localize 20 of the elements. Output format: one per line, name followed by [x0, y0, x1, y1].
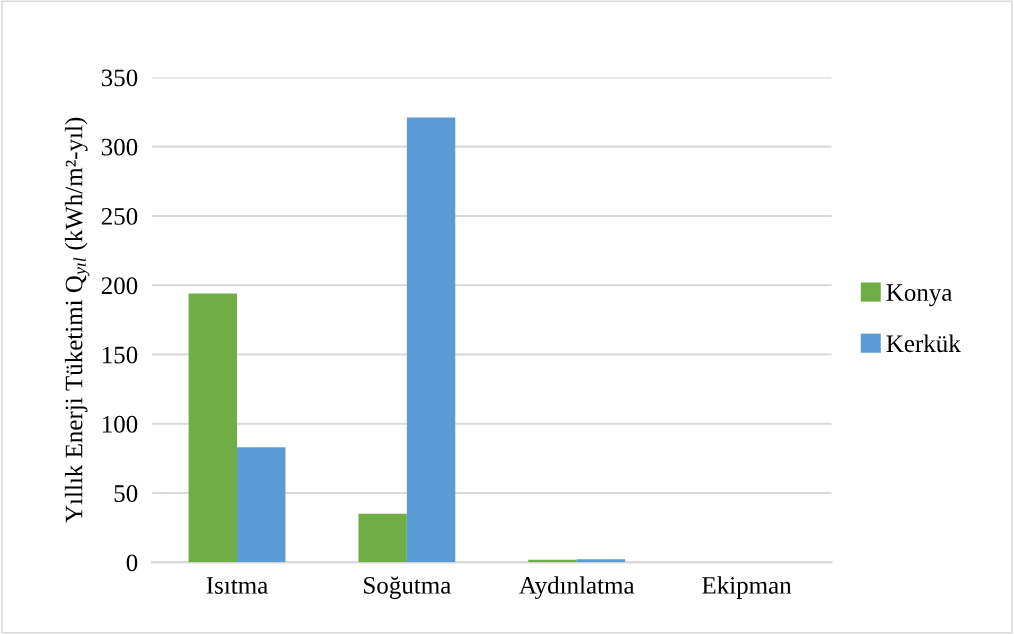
x-tick-label: Soğutma [364, 576, 451, 599]
y-tick-label: 0 [126, 554, 138, 572]
y-tick-label: 150 [102, 346, 138, 364]
y-tick-label: 50 [114, 485, 138, 502]
y-tick-label: 300 [101, 138, 138, 156]
y-axis-title: Yıllık Enerji Tüketimi Q$_{yıl}$ (kWh/m²-yıl) [64, 117, 90, 523]
legend-label: Konya [886, 284, 953, 307]
x-tick-label: Aydınlatma [519, 576, 635, 599]
bar [237, 447, 286, 563]
y-tick-label: 250 [101, 207, 138, 225]
y-tick-label: 100 [102, 415, 138, 433]
y-tick-label: 350 [101, 69, 138, 87]
bar [406, 117, 456, 563]
y-tick-label: 200 [101, 277, 138, 295]
bar [358, 513, 407, 563]
x-tick-label: Ekipman [702, 576, 792, 599]
legend-label: Kerkük [886, 334, 961, 353]
bar [188, 293, 238, 563]
bar [576, 559, 626, 563]
x-tick-label: Isıtma [206, 577, 268, 594]
